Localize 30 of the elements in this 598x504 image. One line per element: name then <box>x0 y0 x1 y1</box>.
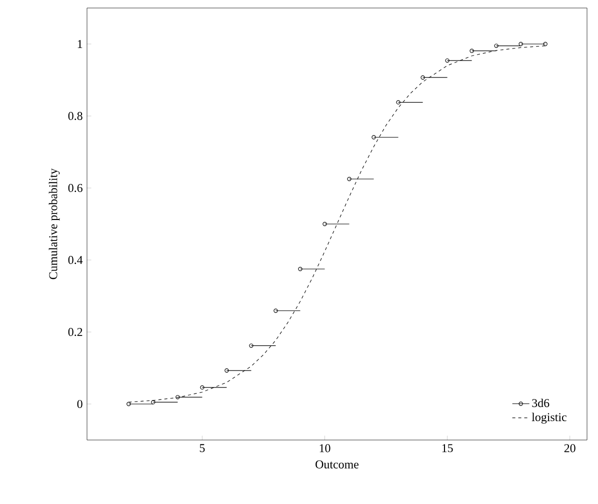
y-tick-label: 0.8 <box>68 112 82 120</box>
x-tick-label: 15 <box>442 444 453 452</box>
point <box>347 176 352 182</box>
x-tick-label: 10 <box>320 444 330 452</box>
point <box>200 385 204 390</box>
y-tick-label: 0.6 <box>68 184 82 192</box>
y-tick-label: 1 <box>78 40 82 48</box>
x-tick-label: 5 <box>200 444 205 452</box>
point <box>249 344 254 348</box>
point <box>274 308 278 313</box>
y-tick-label: 0.4 <box>68 256 83 264</box>
point <box>518 42 523 46</box>
x-tick-label: 20 <box>564 444 576 452</box>
point <box>224 368 229 373</box>
point <box>420 75 425 80</box>
point <box>372 135 376 140</box>
point <box>176 395 180 400</box>
legend-label: logistic <box>532 412 566 424</box>
point <box>151 400 156 404</box>
point <box>322 222 327 226</box>
point <box>445 58 450 63</box>
point <box>396 100 400 104</box>
point <box>494 44 498 48</box>
legend-label: 3d6 <box>532 398 550 408</box>
x-axis-title: Outcome <box>316 460 358 468</box>
y-tick-label: 0 <box>77 400 82 408</box>
point <box>470 48 474 53</box>
y-tick-label: 0.2 <box>68 328 82 336</box>
point <box>298 266 302 272</box>
y-axis-title: Cumulative probability <box>48 168 60 280</box>
